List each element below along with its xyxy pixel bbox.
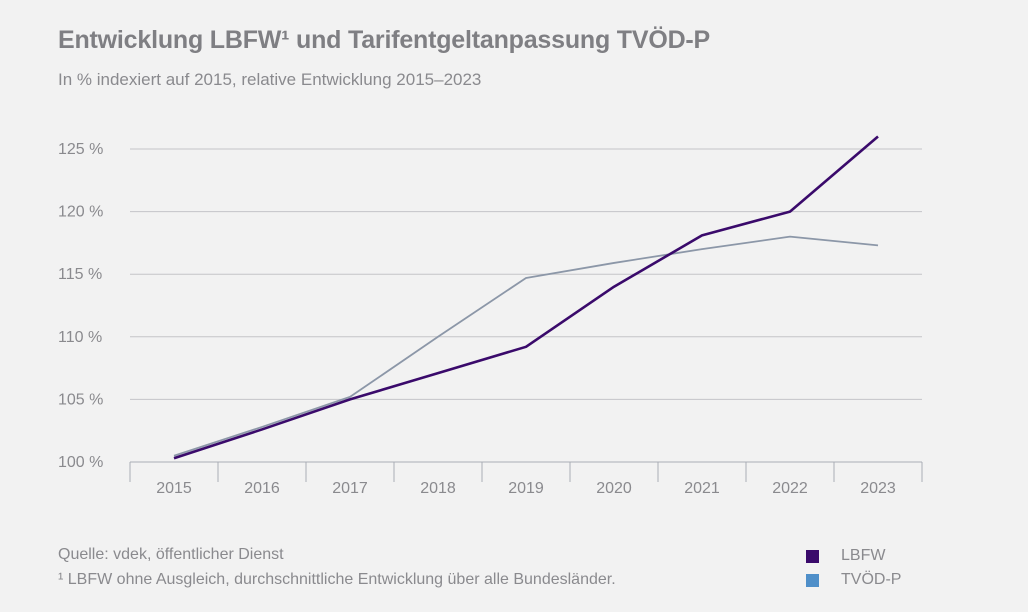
x-tick-label: 2016 bbox=[244, 480, 280, 497]
footnote: ¹ LBFW ohne Ausgleich, durchschnittliche… bbox=[58, 571, 616, 588]
y-tick-label: 105 % bbox=[58, 391, 103, 408]
x-tick-label: 2023 bbox=[860, 480, 896, 497]
y-tick-label: 100 % bbox=[58, 454, 103, 471]
series-line-lbfw bbox=[173, 135, 879, 460]
x-tick-label: 2018 bbox=[420, 480, 456, 497]
legend-item-lbfw: LBFW bbox=[806, 547, 885, 565]
x-tick-label: 2017 bbox=[332, 480, 368, 497]
y-tick-label: 125 % bbox=[58, 141, 103, 158]
x-tick-label: 2015 bbox=[156, 480, 192, 497]
legend-label-tvoed: TVÖD-P bbox=[841, 571, 902, 588]
y-tick-label: 110 % bbox=[58, 329, 102, 346]
legend-item-tvoed: TVÖD-P bbox=[806, 571, 901, 589]
x-tick-label: 2019 bbox=[508, 480, 544, 497]
chart-subtitle: In % indexiert auf 2015, relative Entwic… bbox=[58, 70, 482, 89]
source-note: Quelle: vdek, öffentlicher Dienst bbox=[58, 546, 284, 563]
legend-swatch-tvoed bbox=[806, 573, 819, 587]
x-tick-label: 2022 bbox=[772, 480, 808, 497]
y-tick-label: 120 % bbox=[58, 204, 103, 221]
x-tick-label: 2020 bbox=[596, 480, 632, 497]
legend-label-lbfw: LBFW bbox=[841, 547, 886, 564]
chart-title: Entwicklung LBFW¹ und Tarifentgeltanpass… bbox=[58, 26, 711, 54]
y-tick-label: 115 % bbox=[58, 266, 102, 283]
legend-swatch-lbfw bbox=[806, 549, 819, 563]
x-tick-label: 2021 bbox=[684, 480, 720, 497]
